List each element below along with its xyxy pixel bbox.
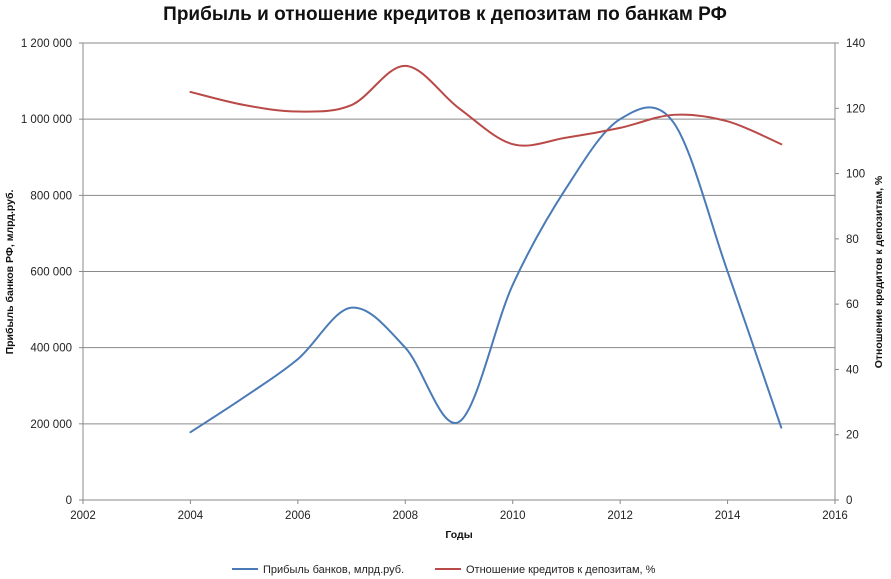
right-axis-label: Отношение кредитов к депозитам, % (873, 175, 885, 368)
left-tick-label: 400 000 (30, 343, 72, 355)
left-axis-ticks: 0 200 000 400 000 600 000 800 000 1 000 000 1 … (21, 38, 83, 507)
x-tick-label: 2004 (178, 510, 204, 522)
legend-label-ratio: Отношение кредитов к депозитам, % (466, 564, 656, 576)
x-tick-label: 2012 (607, 510, 633, 522)
gridlines (83, 118, 835, 425)
legend-label-profit: Прибыль банков, млрд.руб. (263, 564, 404, 576)
x-tick-label: 2006 (285, 510, 311, 522)
right-tick-label: 20 (846, 430, 859, 442)
x-tick-label: 2002 (70, 510, 96, 522)
right-tick-label: 140 (846, 38, 865, 50)
x-axis-label: Годы (445, 529, 472, 541)
x-tick-label: 2008 (392, 510, 418, 522)
chart-title: Прибыль и отношение кредитов к депозитам… (163, 4, 727, 25)
right-tick-label: 60 (846, 299, 859, 311)
left-tick-label: 200 000 (30, 419, 72, 431)
x-tick-label: 2010 (500, 510, 526, 522)
legend: Прибыль банков, млрд.руб. Отношение кред… (232, 564, 656, 576)
right-tick-label: 40 (846, 364, 859, 376)
right-axis-ticks: 0 20 40 60 80 100 120 140 (835, 38, 865, 507)
left-tick-label: 0 (66, 495, 72, 507)
series-lines (189, 64, 783, 434)
series-line-ratio (189, 64, 783, 147)
left-tick-label: 600 000 (30, 267, 72, 279)
x-tick-label: 2014 (715, 510, 741, 522)
series-line-profit (189, 106, 783, 434)
left-tick-label: 1 200 000 (21, 38, 72, 50)
right-tick-label: 0 (846, 495, 852, 507)
x-axis-ticks: 2002 2004 2006 2008 2010 2012 2014 2016 (70, 500, 848, 522)
x-tick-label: 2016 (822, 510, 848, 522)
left-tick-label: 1 000 000 (21, 114, 72, 126)
left-axis-label: Прибыль банков РФ, млрд.руб. (4, 190, 16, 355)
right-tick-label: 120 (846, 103, 865, 115)
left-tick-label: 800 000 (30, 190, 72, 202)
right-tick-label: 80 (846, 234, 859, 246)
right-tick-label: 100 (846, 169, 865, 181)
